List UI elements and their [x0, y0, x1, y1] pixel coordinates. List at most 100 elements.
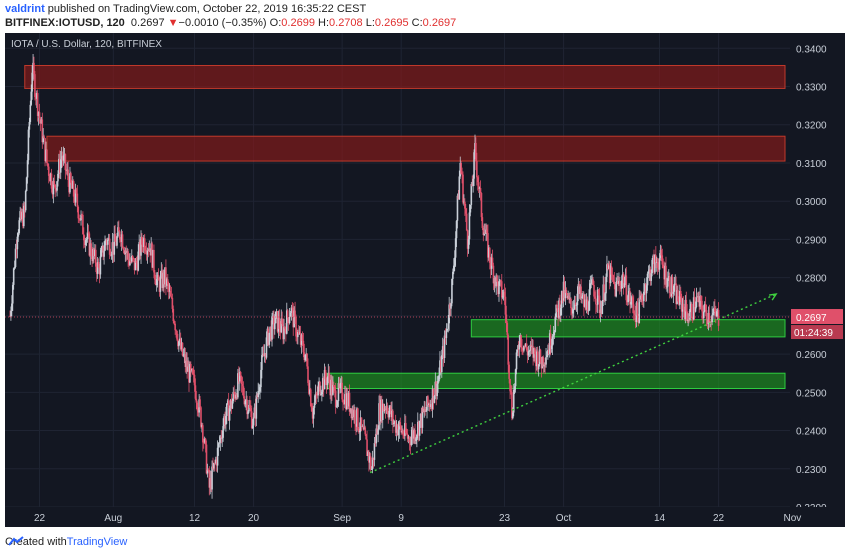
candle-body [243, 396, 246, 405]
candle-body [380, 399, 382, 422]
candlestick-chart[interactable]: 0.3400 0.3300 0.3200 0.3100 0.3000 0.2900 0.28… [5, 33, 845, 527]
candle-body [73, 196, 76, 203]
candle-body [269, 326, 271, 333]
candle-body [543, 364, 545, 367]
candle-body [388, 410, 390, 418]
candle-body [596, 289, 599, 305]
y-tick-label: 0.2800 [796, 274, 827, 285]
candle-body [695, 296, 698, 308]
candle-body [604, 293, 606, 301]
candle-body [705, 310, 708, 320]
candle-body [617, 280, 619, 284]
candle-body [345, 393, 348, 409]
candle-body [138, 242, 140, 252]
candle-body [126, 251, 128, 253]
candle-body [236, 395, 238, 398]
candle-body [608, 265, 611, 284]
candle-body [321, 391, 323, 394]
candle-body [440, 360, 442, 373]
candle-body [655, 254, 657, 263]
candle-body [214, 459, 217, 464]
candle-body [206, 469, 209, 474]
x-tick-label: 14 [654, 513, 666, 524]
candle-body [524, 345, 526, 347]
y-tick-label: 0.3200 [796, 121, 827, 132]
candle-body [10, 310, 12, 317]
author-link[interactable]: valdrint [5, 3, 45, 15]
candle-body [471, 184, 474, 187]
last-price: 0.2697 [130, 17, 165, 29]
published-text: published on TradingView.com, October 22… [44, 3, 367, 15]
candle-body [272, 316, 274, 317]
candle-body [339, 383, 342, 389]
x-tick-label: 23 [499, 513, 511, 524]
candle-body [492, 265, 495, 284]
candle-body [182, 354, 185, 356]
tradingview-brand[interactable]: TradingView [66, 536, 128, 548]
candle-body [31, 72, 33, 92]
candle-body [151, 243, 153, 268]
candle-body [134, 261, 137, 271]
candle-body [179, 338, 182, 350]
candle-body [59, 158, 61, 173]
candle-body [595, 298, 597, 305]
candle-body [506, 322, 509, 336]
candle-body [672, 291, 675, 294]
candle-body [178, 341, 180, 347]
candle-body [334, 390, 337, 407]
resistance-zone [46, 135, 786, 162]
candle-body [311, 411, 314, 419]
candle-body [89, 243, 92, 256]
candle-body [652, 255, 654, 260]
candle-body [131, 255, 134, 259]
candle-body [211, 466, 213, 490]
candle-body [531, 346, 534, 348]
candle-body [361, 426, 364, 427]
candle-body [655, 262, 658, 264]
candle-body [716, 309, 719, 312]
candle-body [217, 443, 220, 448]
candle-body [530, 344, 533, 347]
candle-body [568, 295, 570, 300]
candle-body [100, 250, 103, 257]
candle-body [36, 93, 39, 116]
time-axis[interactable]: 22 Aug 12 20 Sep 9 23 Oct 14 22 Nov [34, 513, 801, 524]
low-value: 0.2695 [374, 17, 409, 29]
countdown-tag-bg [791, 325, 843, 340]
candle-body [555, 304, 557, 318]
candle-body [440, 355, 443, 373]
candle-body [649, 269, 652, 281]
chart-area[interactable]: 0.3400 0.3300 0.3200 0.3100 0.3000 0.2900 0.28… [5, 33, 845, 527]
candle-body [233, 391, 235, 395]
candle-body [644, 284, 647, 294]
candle-body [547, 349, 549, 356]
candle-body [537, 364, 540, 370]
candle-body [421, 407, 424, 428]
candle-body [665, 265, 667, 287]
candle-body [654, 254, 656, 273]
candle-body [581, 296, 583, 299]
candle-body [499, 280, 501, 282]
candle-body [399, 422, 402, 427]
trendline [369, 293, 777, 474]
candle-body [373, 442, 376, 460]
candle-body [261, 355, 263, 370]
candle-body [61, 156, 64, 161]
candle-body [594, 296, 596, 299]
candle-body [423, 408, 426, 413]
candle-body [350, 408, 353, 419]
candle-body [577, 284, 580, 294]
candle-body [174, 323, 176, 331]
candle-body [443, 335, 446, 359]
candle-body [715, 311, 718, 317]
candle-body [111, 242, 114, 255]
candle-body [20, 211, 22, 220]
candle-body [125, 250, 128, 253]
candle-body [451, 278, 453, 304]
candle-body [522, 347, 524, 351]
candle-body [605, 276, 607, 294]
candle-body [613, 281, 616, 285]
price-axis-background [790, 33, 845, 527]
candle-body [517, 349, 520, 350]
candle-body [480, 193, 483, 218]
